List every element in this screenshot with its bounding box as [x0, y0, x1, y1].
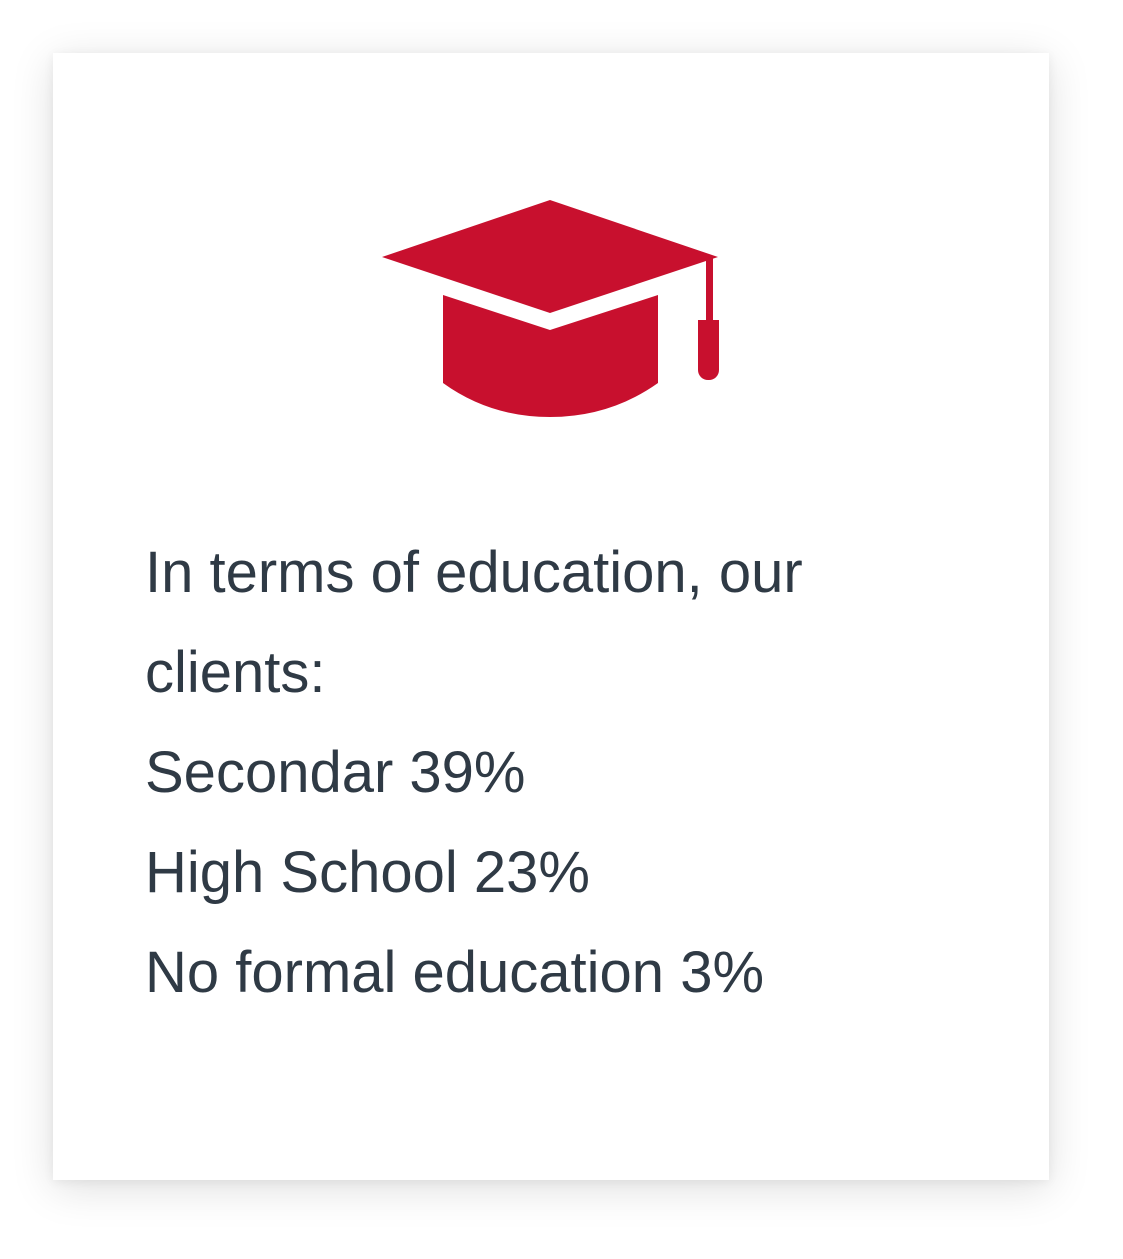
stat-line: No formal education 3%: [145, 940, 765, 1005]
cap-board: [382, 200, 718, 313]
education-card: In terms of education, our clients: Seco…: [53, 53, 1049, 1180]
intro-text: In terms of education, our clients:: [145, 540, 803, 705]
tassel-cord: [706, 257, 713, 322]
tassel: [698, 320, 719, 380]
stat-line: High School 23%: [145, 840, 590, 905]
stat-line: Secondar 39%: [145, 740, 526, 805]
graduation-cap-icon: [382, 200, 719, 417]
education-stats: In terms of education, our clients: Seco…: [145, 523, 975, 1023]
cap-body: [443, 295, 658, 417]
